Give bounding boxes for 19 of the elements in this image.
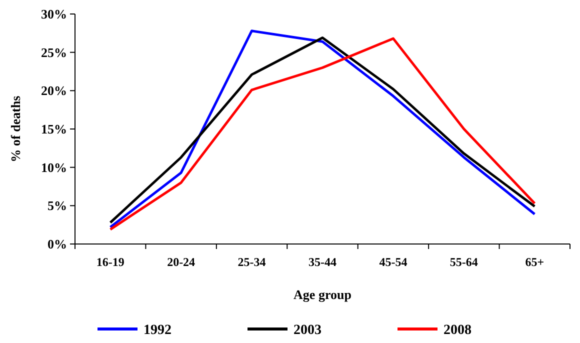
y-tick-label: 5% bbox=[48, 198, 67, 214]
legend-label: 2008 bbox=[444, 322, 472, 338]
x-tick-label: 25-34 bbox=[238, 255, 266, 269]
y-tick-label: 15% bbox=[41, 122, 67, 137]
legend-label: 2003 bbox=[294, 322, 322, 338]
legend-label: 1992 bbox=[144, 322, 172, 338]
x-tick-label: 35-44 bbox=[308, 255, 336, 269]
x-tick-label: 16-19 bbox=[96, 255, 124, 269]
y-axis-title: % of deaths bbox=[8, 96, 23, 162]
y-tick-label: 0% bbox=[48, 236, 67, 252]
y-tick-label: 30% bbox=[41, 6, 67, 22]
y-tick-label: 25% bbox=[41, 44, 67, 60]
x-tick-label: 45-54 bbox=[379, 255, 408, 269]
x-tick-label: 55-64 bbox=[450, 255, 478, 269]
x-tick-label: 65+ bbox=[525, 255, 544, 269]
x-tick-label: 20-24 bbox=[167, 255, 196, 269]
x-axis-title: Age group bbox=[294, 287, 352, 302]
y-tick-label: 10% bbox=[41, 160, 67, 175]
y-tick-label: 20% bbox=[41, 83, 67, 98]
